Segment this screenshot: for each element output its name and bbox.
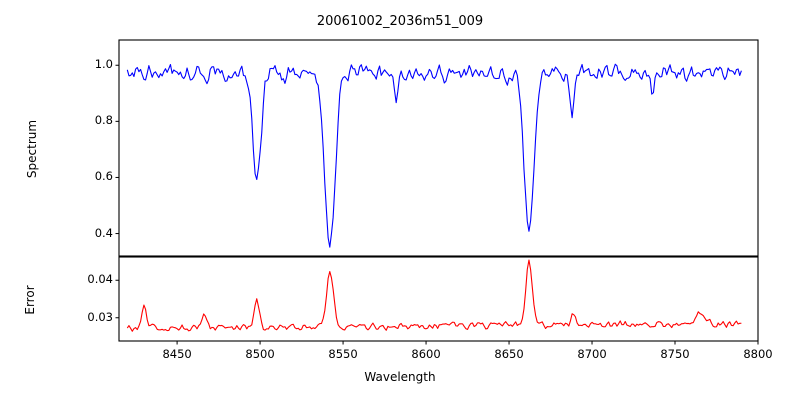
x-tick-label-0: 8450	[162, 347, 192, 361]
y-tick-label-error-0: 0.04	[87, 272, 113, 287]
figure-title: 20061002_2036m51_009	[316, 14, 484, 29]
x-tick-label-3: 8600	[411, 347, 441, 361]
y-axis-label-spectrum: Spectrum	[25, 119, 39, 179]
y-tick-label-spectrum-3: 0.4	[94, 225, 113, 240]
spectrum-panel-frame	[118, 39, 759, 257]
error-line	[126, 259, 742, 332]
y-tick-label-spectrum-1: 0.8	[94, 113, 113, 128]
y-tick-label-spectrum-2: 0.6	[94, 169, 113, 184]
x-tick-label-2: 8550	[328, 347, 358, 361]
error-panel-frame	[118, 256, 759, 342]
x-axis-label: Wavelength	[364, 370, 436, 384]
spectrum-line	[126, 63, 742, 248]
x-tick-label-7: 8800	[743, 347, 773, 361]
y-tick-label-spectrum-0: 1.0	[94, 57, 113, 72]
x-tick-label-1: 8500	[245, 347, 275, 361]
x-tick-label-4: 8650	[494, 347, 524, 361]
y-tick-label-error-1: 0.03	[87, 309, 113, 324]
x-tick-label-5: 8700	[577, 347, 607, 361]
x-tick-label-6: 8750	[660, 347, 690, 361]
y-axis-label-error: Error	[23, 285, 37, 315]
